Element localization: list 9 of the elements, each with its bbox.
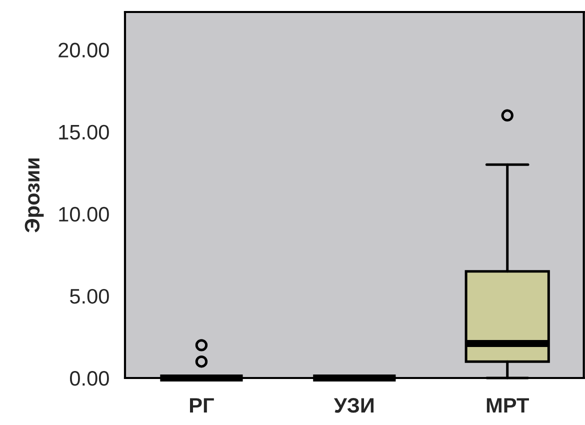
- y-tick-label: 15.00: [59, 124, 109, 140]
- x-tick-label: РГ: [190, 398, 214, 413]
- y-axis-title: Эрозии: [24, 158, 44, 232]
- y-tick-label: 0.00: [70, 371, 109, 386]
- y-tick-label: 5.00: [70, 288, 109, 304]
- y-tick-label: 20.00: [58, 42, 109, 58]
- y-tick-label: 10.00: [59, 206, 109, 222]
- x-tick-label: МРТ: [486, 398, 529, 413]
- x-tick-label: УЗИ: [334, 398, 374, 413]
